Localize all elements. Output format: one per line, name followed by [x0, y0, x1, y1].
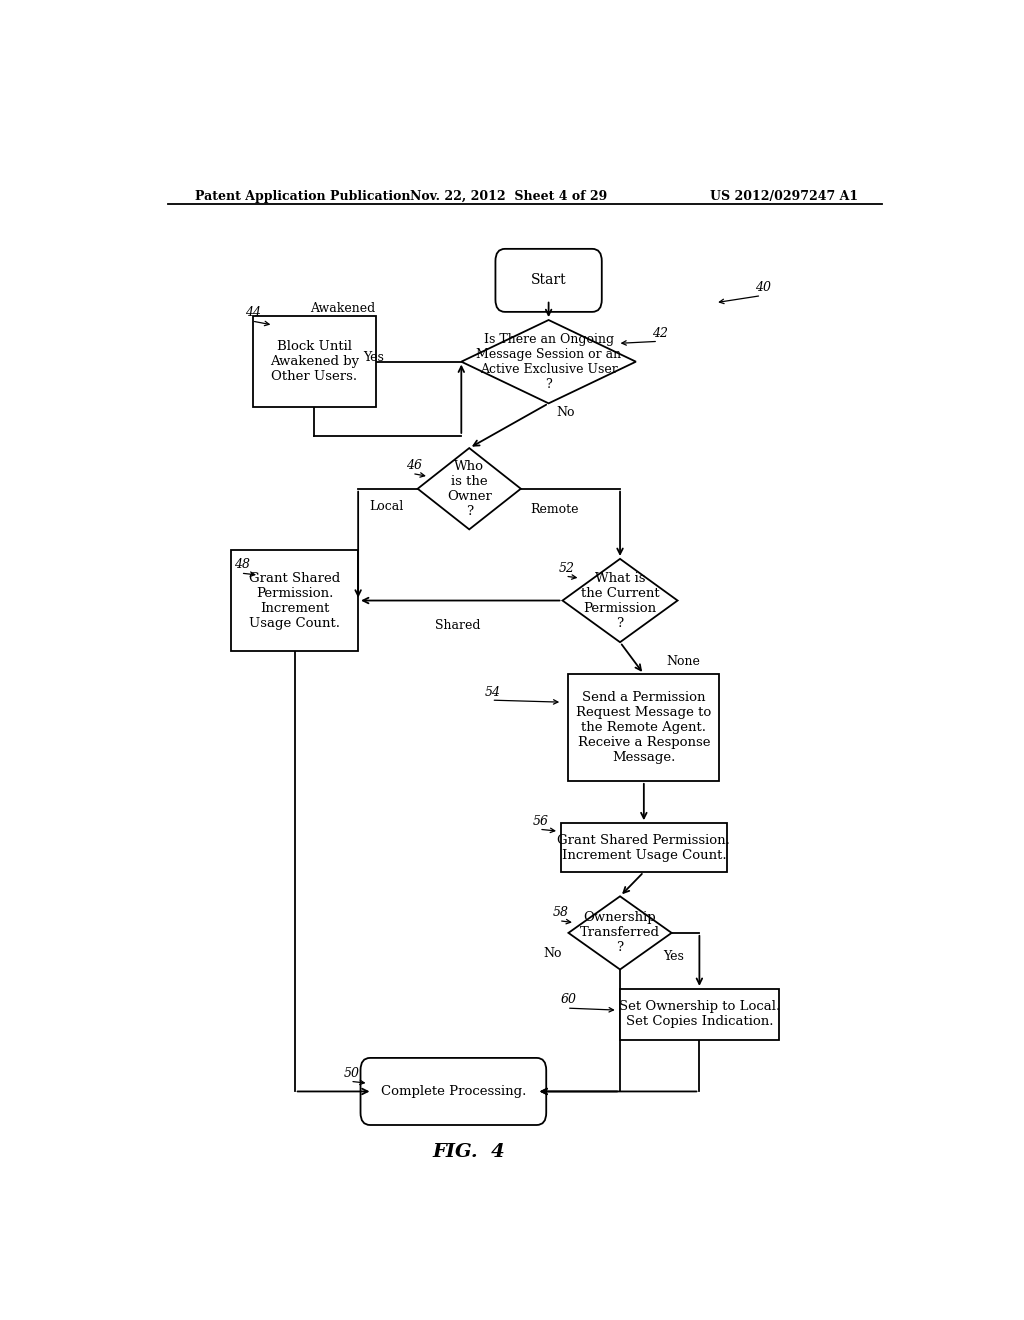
Text: 50: 50 [344, 1067, 359, 1080]
Text: Patent Application Publication: Patent Application Publication [196, 190, 411, 202]
Text: Who
is the
Owner
?: Who is the Owner ? [446, 459, 492, 517]
Text: 52: 52 [559, 561, 574, 574]
Text: No: No [544, 946, 562, 960]
Text: Local: Local [369, 499, 403, 512]
Bar [231, 549, 358, 651]
Text: Awakened: Awakened [309, 302, 375, 315]
Text: 48: 48 [234, 558, 250, 572]
Bar [253, 315, 376, 408]
Text: Send a Permission
Request Message to
the Remote Agent.
Receive a Response
Messag: Send a Permission Request Message to the… [577, 692, 712, 764]
Text: Is There an Ongoing
Message Session or an
Active Exclusive User
?: Is There an Ongoing Message Session or a… [476, 333, 622, 391]
Bar [560, 824, 727, 873]
FancyBboxPatch shape [360, 1057, 546, 1125]
Text: Set Ownership to Local.
Set Copies Indication.: Set Ownership to Local. Set Copies Indic… [618, 1001, 780, 1028]
Text: 60: 60 [560, 994, 577, 1006]
Text: FIG.  4: FIG. 4 [433, 1143, 506, 1162]
Text: US 2012/0297247 A1: US 2012/0297247 A1 [710, 190, 858, 202]
Text: Block Until
Awakened by
Other Users.: Block Until Awakened by Other Users. [270, 341, 359, 383]
Text: 56: 56 [532, 814, 549, 828]
Text: Remote: Remote [529, 503, 579, 516]
Text: 42: 42 [652, 327, 668, 339]
Polygon shape [568, 896, 672, 969]
Text: Nov. 22, 2012  Sheet 4 of 29: Nov. 22, 2012 Sheet 4 of 29 [411, 190, 607, 202]
Polygon shape [462, 319, 636, 404]
Text: 54: 54 [485, 685, 501, 698]
Text: No: No [556, 407, 574, 418]
Text: Yes: Yes [664, 950, 684, 962]
Text: What is
the Current
Permission
?: What is the Current Permission ? [581, 572, 659, 630]
Text: 44: 44 [246, 306, 261, 319]
Text: Ownership
Transferred
?: Ownership Transferred ? [580, 911, 660, 954]
FancyBboxPatch shape [496, 249, 602, 312]
Text: None: None [667, 655, 700, 668]
Text: 46: 46 [406, 459, 422, 471]
Bar [620, 989, 778, 1040]
Polygon shape [418, 447, 521, 529]
Text: Yes: Yes [364, 351, 384, 364]
Bar [568, 675, 719, 781]
Text: 58: 58 [553, 906, 568, 919]
Text: 40: 40 [755, 281, 771, 294]
Text: Start: Start [530, 273, 566, 288]
Text: Grant Shared
Permission.
Increment
Usage Count.: Grant Shared Permission. Increment Usage… [249, 572, 340, 630]
Text: Grant Shared Permission.
Increment Usage Count.: Grant Shared Permission. Increment Usage… [557, 833, 730, 862]
Text: Shared: Shared [434, 619, 480, 632]
Polygon shape [562, 558, 678, 643]
Text: Complete Processing.: Complete Processing. [381, 1085, 526, 1098]
